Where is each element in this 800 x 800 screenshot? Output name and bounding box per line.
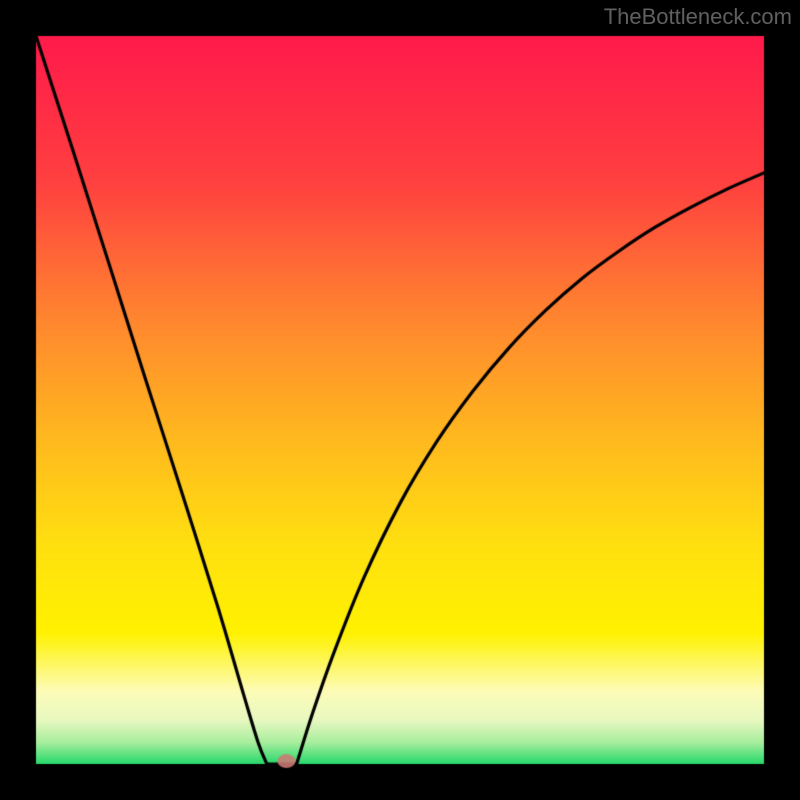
- watermark-text: TheBottleneck.com: [604, 4, 792, 30]
- bottleneck-chart-canvas: [0, 0, 800, 800]
